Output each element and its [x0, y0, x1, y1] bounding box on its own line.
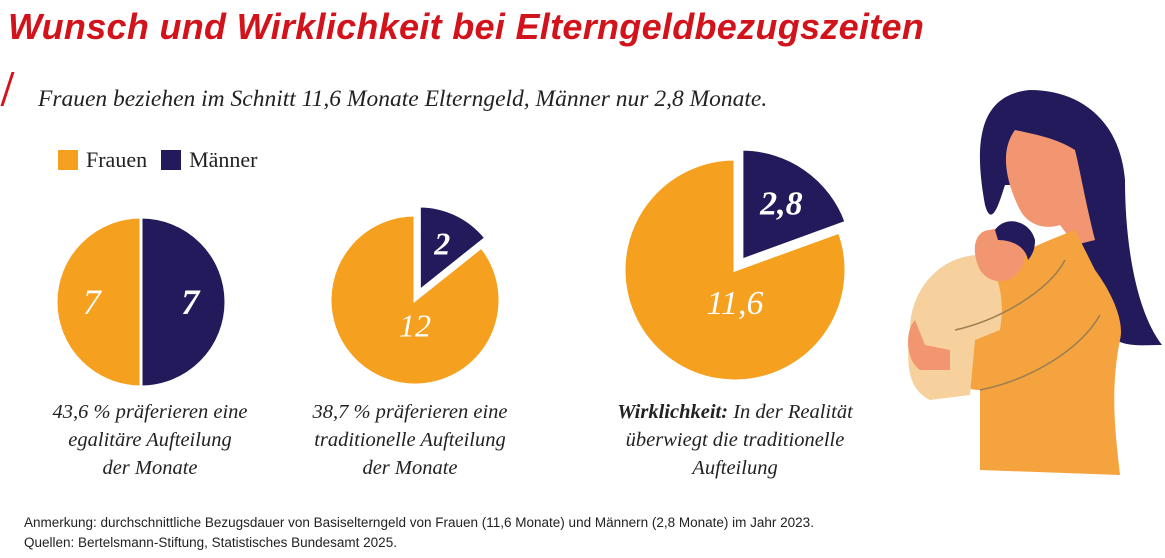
caption-line: Wirklichkeit: In der Realität: [590, 398, 880, 426]
pie-3-label-frauen: 11,6: [707, 285, 764, 322]
note-quellen: Quellen: Bertelsmann-Stiftung, Statistis…: [24, 535, 397, 550]
caption-line: Aufteilung: [692, 457, 778, 479]
legend-swatch-frauen: [58, 150, 78, 170]
legend-label-frauen: Frauen: [86, 147, 148, 172]
pie-charts: 7 7 12 2 11,6 2,8: [54, 147, 849, 389]
pie-1-label-maenner: 7: [181, 282, 201, 322]
arm-line: [954, 259, 1101, 391]
caption-line: der Monate: [362, 457, 458, 479]
caption-line: egalitäre Aufteilung: [68, 429, 232, 451]
subtitle: Frauen beziehen im Schnitt 11,6 Monate E…: [38, 86, 768, 112]
legend-item-maenner: Männer: [161, 147, 258, 173]
face: [1005, 130, 1095, 245]
caption-bold: Wirklichkeit:: [617, 401, 729, 423]
caption-line: überwiegt die traditionelle: [625, 429, 845, 451]
baby-hair: [995, 221, 1035, 260]
legend: Frauen Männer: [58, 147, 272, 173]
caption-pie-1: 43,6 % präferieren eine egalitäre Auftei…: [40, 398, 260, 482]
caption-text: In der Realität: [728, 401, 853, 423]
caption-line: der Monate: [102, 457, 198, 479]
pie-2-slice-maenner: [417, 204, 488, 295]
pie-1-label-frauen: 7: [83, 282, 103, 322]
mother-baby-illustration: [908, 90, 1162, 475]
note-anmerkung: Anmerkung: durchschnittliche Bezugsdauer…: [24, 515, 814, 530]
caption-line: 38,7 % präferieren eine: [312, 401, 508, 423]
caption-line: traditionelle Aufteilung: [314, 429, 506, 451]
page-title: Wunsch und Wirklichkeit bei Elterngeldbe…: [8, 6, 925, 47]
pie-3-label-maenner: 2,8: [759, 185, 803, 222]
pie-2-label-maenner: 2: [433, 226, 450, 262]
pie-2-label-frauen: 12: [399, 308, 431, 344]
pie-2-slice-frauen: [328, 213, 502, 387]
pie-3-slice-frauen: [622, 157, 848, 383]
caption-pie-2: 38,7 % präferieren eine traditionelle Au…: [290, 398, 530, 482]
pie-1-slice-frauen: [54, 215, 143, 389]
legend-swatch-maenner: [161, 150, 182, 170]
legend-item-frauen: Frauen: [58, 147, 147, 173]
caption-line: 43,6 % präferieren eine: [52, 401, 248, 423]
pie-3-slice-maenner: [740, 147, 849, 263]
hand: [908, 320, 950, 370]
pie-1-slice-maenner: [139, 215, 228, 389]
caption-pie-3: Wirklichkeit: In der Realität überwiegt …: [590, 398, 880, 482]
legend-label-maenner: Männer: [189, 147, 258, 172]
